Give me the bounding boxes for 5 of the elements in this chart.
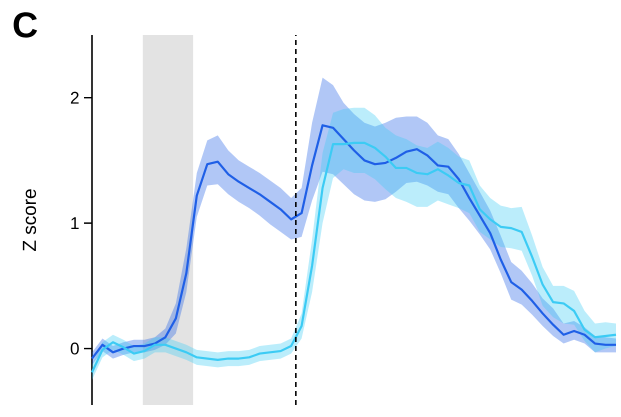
chart-title: C — [14, 12, 38, 38]
y-tick-label: 0 — [70, 342, 79, 355]
y-tick-label: 2 — [70, 92, 79, 104]
y-tick-label: 1 — [71, 217, 79, 229]
y-axis-title: Z score — [22, 189, 36, 251]
